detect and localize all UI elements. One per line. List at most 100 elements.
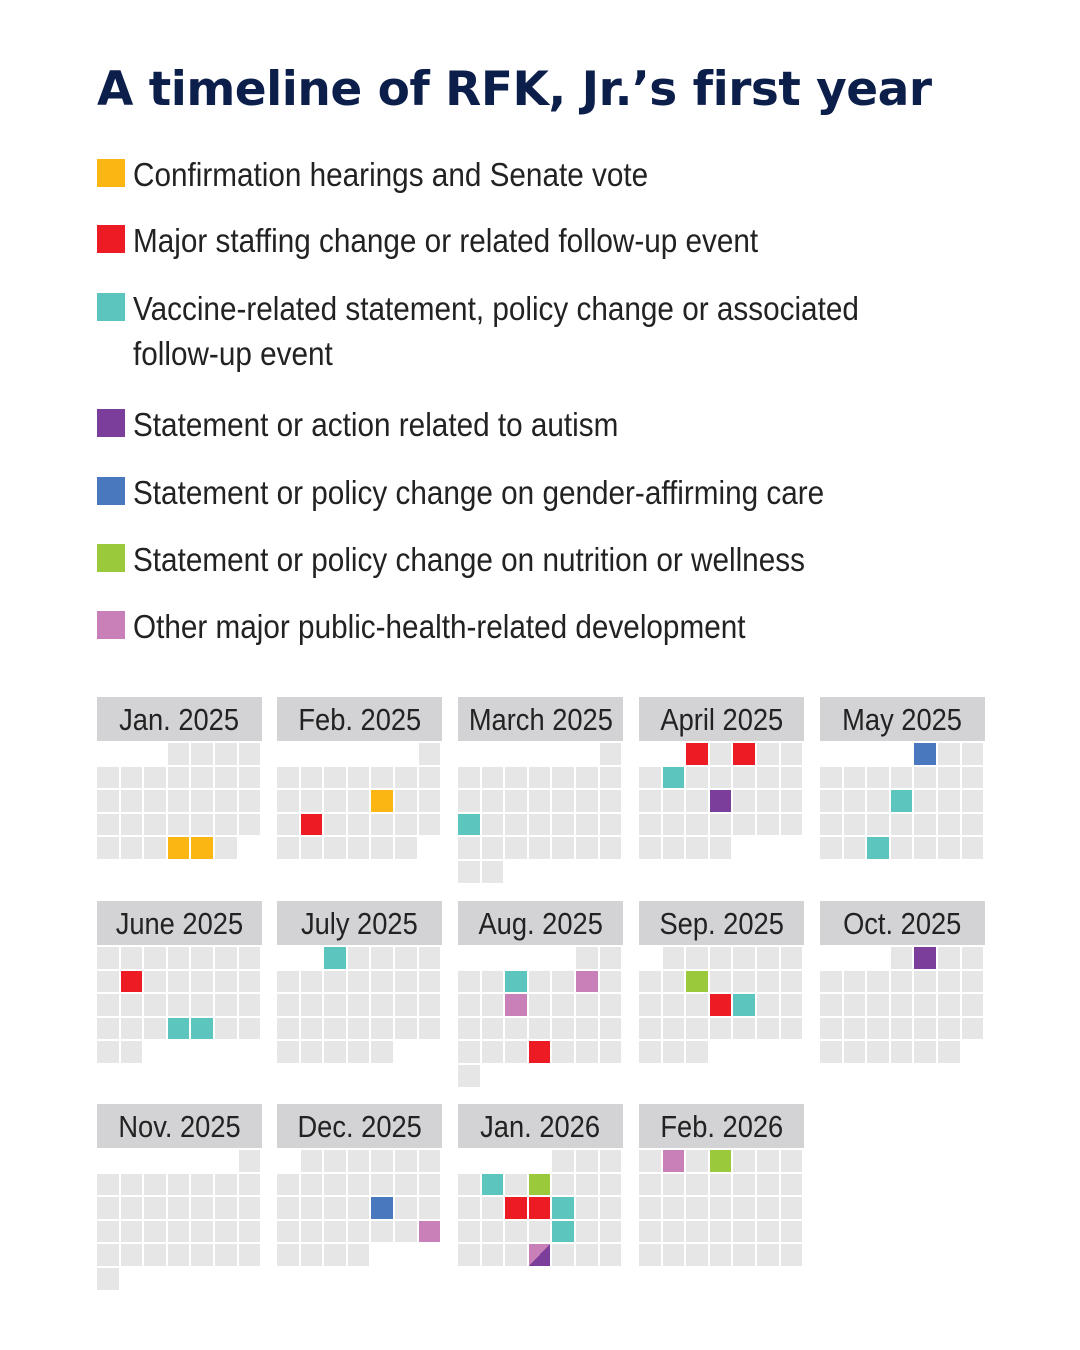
legend-item-confirmation: Confirmation hearings and Senate vote: [97, 152, 1033, 197]
day-cell: [191, 1220, 213, 1243]
day-cell: [639, 970, 661, 993]
day-cell: [238, 1244, 261, 1266]
day-cell: [97, 813, 119, 836]
day-cell: [215, 947, 237, 969]
day-cell: [371, 1041, 393, 1063]
day-cell: [662, 1220, 685, 1243]
day-cell: [215, 1220, 237, 1243]
month-label: July 2025: [301, 906, 418, 941]
day-cell-event-confirmation: [191, 837, 213, 859]
day-cell: [347, 837, 370, 859]
legend-label-autism: Statement or action related to autism: [133, 406, 619, 443]
day-cell: [324, 837, 346, 859]
day-cell-event-vaccine: [167, 1017, 190, 1040]
day-cell-event-nutrition: [709, 1150, 732, 1172]
day-cell: [167, 766, 190, 789]
day-cell: [97, 994, 119, 1016]
day-cell: [890, 1017, 913, 1040]
day-cell-event-vaccine: [324, 947, 346, 969]
day-cell: [890, 813, 913, 836]
month-header: Jan. 2026: [458, 1104, 623, 1148]
day-cell-event-other: [418, 1220, 441, 1243]
day-cell: [938, 1041, 960, 1063]
day-cell: [733, 1173, 755, 1196]
month-sep-2025: Sep. 2025: [639, 901, 804, 1097]
legend-swatch-other: [97, 611, 125, 639]
day-cell: [371, 1017, 393, 1040]
day-cell: [215, 1244, 237, 1266]
legend-swatch-confirmation: [97, 159, 125, 187]
day-cell: [914, 790, 936, 812]
day-cell: [820, 790, 842, 812]
day-cell: [780, 1197, 803, 1219]
day-cell: [97, 1197, 119, 1219]
day-cell: [843, 1017, 866, 1040]
day-cell: [481, 1220, 504, 1243]
month-label: Sep. 2025: [659, 906, 784, 941]
day-cell: [347, 1173, 370, 1196]
day-cell: [938, 743, 960, 765]
day-cell: [780, 970, 803, 993]
month-jan-2025: Jan. 2025: [97, 697, 262, 893]
day-cell: [780, 1150, 803, 1172]
day-cell: [662, 1244, 685, 1266]
day-cell: [144, 1197, 166, 1219]
day-cell: [324, 766, 346, 789]
day-cell: [686, 1173, 708, 1196]
day-cell: [867, 813, 889, 836]
day-cell: [505, 837, 527, 859]
day-cell: [757, 1150, 779, 1172]
day-cell: [552, 1150, 574, 1172]
day-cell: [97, 947, 119, 969]
month-label: Feb. 2025: [298, 702, 421, 737]
day-cell: [662, 813, 685, 836]
day-cell: [395, 790, 417, 812]
day-cell: [733, 790, 755, 812]
day-cell: [97, 1017, 119, 1040]
day-cell: [324, 1173, 346, 1196]
day-cell: [552, 766, 574, 789]
day-cell: [662, 994, 685, 1016]
chart-title: A timeline of RFK, Jr.’s first year: [97, 62, 932, 117]
day-cell: [144, 1220, 166, 1243]
day-cell: [599, 994, 622, 1016]
day-cell: [709, 766, 732, 789]
day-cell: [576, 1173, 598, 1196]
day-cell: [820, 813, 842, 836]
day-cell-event-autism-other: [528, 1244, 551, 1266]
day-cell: [961, 790, 984, 812]
day-cell: [686, 1017, 708, 1040]
legend-item-gender: Statement or policy change on gender-aff…: [97, 470, 1033, 515]
day-cell: [481, 766, 504, 789]
day-cell: [97, 1244, 119, 1266]
day-cell: [324, 1197, 346, 1219]
day-cell: [277, 1220, 299, 1243]
day-cell: [505, 813, 527, 836]
day-cell: [371, 1220, 393, 1243]
day-cell: [347, 970, 370, 993]
day-cell-event-vaccine: [867, 837, 889, 859]
day-cell: [733, 766, 755, 789]
day-cell: [552, 970, 574, 993]
day-cell: [599, 1173, 622, 1196]
day-cell: [505, 1017, 527, 1040]
day-cell: [371, 1173, 393, 1196]
day-cell: [97, 970, 119, 993]
month-aug-2025: Aug. 2025: [458, 901, 623, 1097]
day-cell: [144, 1173, 166, 1196]
day-cell: [347, 1041, 370, 1063]
day-cell: [843, 766, 866, 789]
day-cell: [144, 766, 166, 789]
month-days-grid: [639, 743, 804, 893]
month-feb-2026: Feb. 2026: [639, 1104, 804, 1300]
day-cell: [481, 1244, 504, 1266]
day-cell: [686, 813, 708, 836]
day-cell: [528, 1220, 551, 1243]
day-cell: [418, 947, 441, 969]
day-cell-event-confirmation: [167, 837, 190, 859]
day-cell: [167, 743, 190, 765]
day-cell-event-vaccine: [458, 813, 480, 836]
day-cell: [528, 813, 551, 836]
day-cell: [914, 1041, 936, 1063]
day-cell: [552, 1041, 574, 1063]
